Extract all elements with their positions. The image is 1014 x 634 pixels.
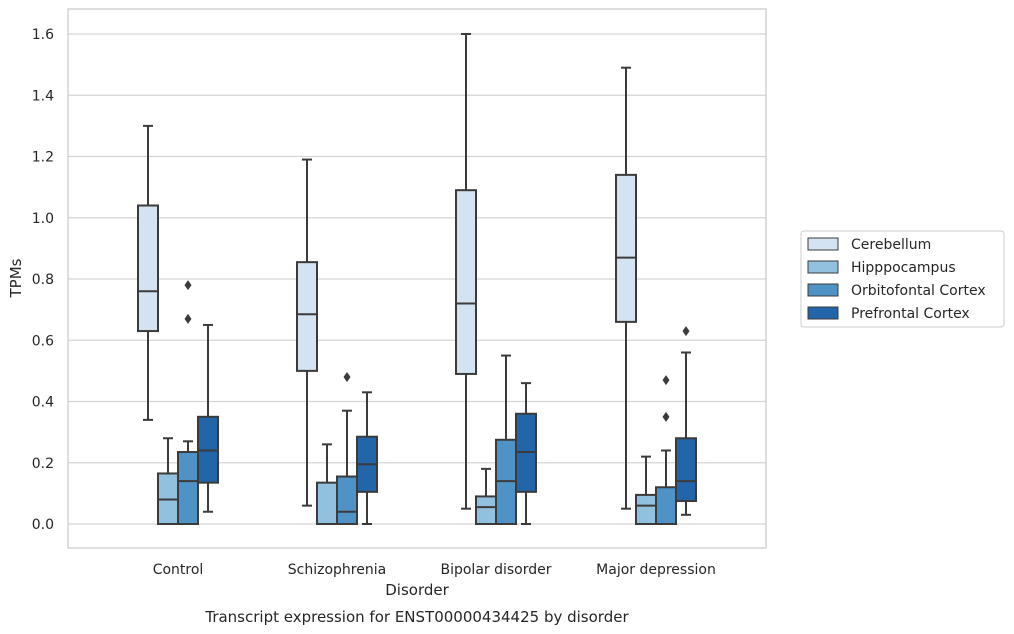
box bbox=[475, 467, 497, 525]
legend-swatch bbox=[807, 260, 839, 274]
outlier-point bbox=[662, 411, 670, 422]
y-tick-label: 1.6 bbox=[32, 27, 54, 43]
box bbox=[336, 372, 358, 525]
y-tick-label: 1.2 bbox=[32, 150, 54, 166]
outlier-point bbox=[682, 326, 690, 337]
box-iqr bbox=[137, 204, 159, 333]
x-axis-label: Disorder bbox=[385, 581, 449, 599]
box-iqr bbox=[316, 481, 338, 525]
box-iqr bbox=[455, 189, 477, 375]
outlier-point bbox=[662, 375, 670, 386]
box bbox=[177, 280, 199, 525]
box bbox=[356, 391, 378, 525]
y-tick-label: 0.4 bbox=[32, 395, 54, 411]
x-tick-label: Control bbox=[153, 562, 204, 578]
box bbox=[455, 33, 477, 510]
box-iqr bbox=[635, 493, 657, 525]
box-iqr bbox=[655, 486, 677, 525]
legend-swatch bbox=[807, 283, 839, 297]
y-tick-label: 0.2 bbox=[32, 456, 54, 472]
box-groups bbox=[137, 33, 697, 525]
y-tick-label: 0.6 bbox=[32, 333, 54, 349]
y-tick-label: 0.8 bbox=[32, 272, 54, 288]
y-axis-label: TPMs bbox=[7, 258, 25, 298]
box-iqr bbox=[296, 261, 318, 372]
legend-label: Hipppocampus bbox=[851, 260, 956, 276]
legend-label: Cerebellum bbox=[851, 237, 931, 253]
box bbox=[655, 375, 677, 525]
box bbox=[615, 66, 637, 510]
legend-frame bbox=[800, 230, 1005, 328]
box-iqr bbox=[177, 451, 199, 525]
box bbox=[675, 326, 697, 516]
box-group bbox=[137, 124, 219, 525]
y-tick-label: 0.0 bbox=[32, 517, 54, 533]
x-tick-label: Bipolar disorder bbox=[440, 562, 551, 578]
legend: Cerebellum Hipppocampus Orbitofontal Corte… bbox=[800, 230, 1005, 328]
box bbox=[635, 455, 657, 525]
plot-area-frame bbox=[67, 8, 767, 549]
x-tick-label: Major depression bbox=[596, 562, 716, 578]
outlier-point bbox=[184, 280, 192, 291]
box-group bbox=[296, 158, 378, 525]
box-iqr bbox=[675, 437, 697, 503]
box-iqr bbox=[475, 495, 497, 525]
y-tick-label: 1.0 bbox=[32, 211, 54, 227]
legend-swatch bbox=[807, 237, 839, 251]
outlier-point bbox=[184, 313, 192, 324]
legend-label: Orbitofontal Cortex bbox=[851, 283, 986, 299]
legend-label: Prefrontal Cortex bbox=[851, 306, 970, 322]
x-tick-labels: Control Schizophrenia Bipolar disorder Majo… bbox=[153, 562, 716, 578]
x-tick-label: Schizophrenia bbox=[288, 562, 386, 578]
box bbox=[495, 354, 517, 525]
box bbox=[296, 158, 318, 507]
box-group bbox=[615, 66, 697, 525]
chart-title: Transcript expression for ENST0000043442… bbox=[204, 608, 629, 626]
box-iqr bbox=[615, 173, 637, 323]
y-tick-labels: 0.0 0.2 0.4 0.6 0.8 1.0 1.2 1.4 1.6 bbox=[32, 27, 54, 533]
y-tick-label: 1.4 bbox=[32, 88, 54, 104]
outlier-point bbox=[343, 372, 351, 382]
box-iqr bbox=[336, 475, 358, 525]
box bbox=[137, 124, 159, 421]
box bbox=[515, 382, 537, 525]
box-group bbox=[455, 33, 537, 525]
legend-swatch bbox=[807, 306, 839, 320]
box bbox=[197, 323, 219, 513]
